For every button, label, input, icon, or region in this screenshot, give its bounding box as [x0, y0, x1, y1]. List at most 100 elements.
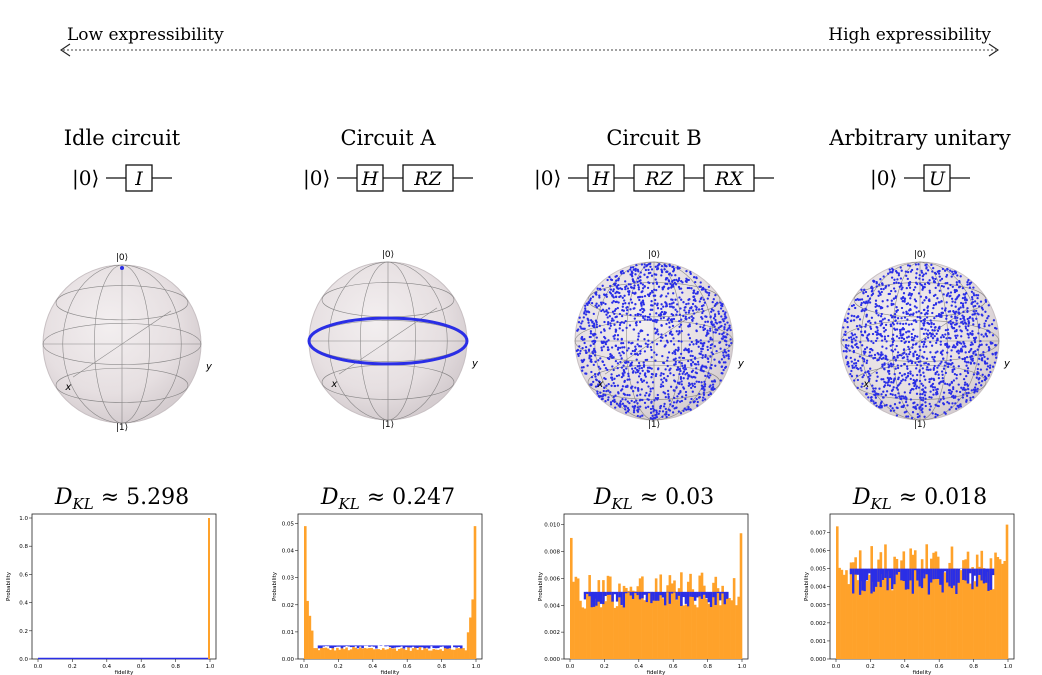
state-point — [598, 294, 601, 297]
state-point — [883, 317, 886, 320]
histogram-bar — [329, 650, 332, 659]
state-point — [624, 286, 627, 289]
state-point — [965, 392, 968, 395]
state-point — [617, 301, 620, 304]
state-point — [938, 275, 941, 278]
haar-bar — [863, 568, 867, 592]
histogram-bar — [379, 649, 383, 659]
state-point — [655, 312, 658, 315]
state-point — [954, 315, 957, 318]
state-point — [641, 299, 645, 302]
state-point — [659, 406, 662, 410]
state-point — [878, 387, 881, 390]
state-point — [623, 404, 626, 407]
histogram-bar — [597, 580, 601, 659]
histogram-bar — [588, 575, 591, 659]
state-point — [644, 315, 647, 318]
state-point — [972, 395, 975, 399]
state-point — [923, 283, 927, 286]
state-point — [701, 356, 704, 359]
state-point — [612, 296, 615, 299]
state-point — [608, 315, 611, 318]
state-point — [875, 309, 878, 312]
state-point — [881, 318, 885, 321]
state-point — [955, 283, 959, 286]
state-point — [668, 272, 672, 275]
state-point — [607, 320, 610, 324]
state-point — [949, 337, 952, 340]
state-point — [672, 343, 676, 346]
state-point — [639, 282, 643, 285]
state-point — [847, 365, 850, 368]
state-point — [860, 369, 863, 372]
histogram-bar — [333, 650, 337, 659]
state-point — [919, 348, 922, 352]
state-point — [918, 273, 921, 277]
histogram-bar — [957, 570, 961, 659]
x-axis-title: fidelity — [647, 670, 667, 675]
state-point — [887, 272, 890, 275]
state-point — [935, 314, 938, 318]
state-point — [621, 269, 624, 273]
state-point — [964, 325, 967, 328]
state-point — [597, 304, 600, 307]
ket-one-pole-label: |1⟩ — [648, 420, 660, 430]
histogram-bars — [836, 524, 1009, 659]
y-ticks: 0.00.20.40.60.81.0 — [19, 516, 32, 663]
haar-bar — [338, 645, 341, 647]
state-point — [612, 299, 615, 303]
state-point — [632, 287, 636, 290]
haar-bar — [705, 591, 708, 599]
state-point — [908, 391, 912, 394]
state-point — [849, 336, 853, 339]
state-point — [940, 284, 944, 288]
haar-bar — [861, 568, 864, 591]
state-point — [609, 278, 613, 281]
state-point — [595, 306, 599, 309]
state-point — [663, 311, 666, 314]
state-point — [623, 346, 626, 349]
state-point — [670, 284, 674, 287]
histogram-bar — [462, 648, 465, 659]
state-point — [869, 347, 872, 351]
state-point — [976, 296, 979, 300]
state-point — [672, 317, 676, 321]
state-point — [884, 323, 888, 327]
state-point — [692, 317, 695, 320]
state-point — [647, 385, 650, 388]
histogram-bars — [38, 518, 210, 660]
state-point — [910, 338, 914, 342]
state-point — [635, 263, 638, 267]
state-point — [622, 271, 625, 275]
histogram-bar — [996, 556, 1000, 659]
state-point — [865, 313, 868, 316]
state-point — [894, 367, 897, 370]
state-point — [667, 287, 670, 290]
state-point — [644, 358, 647, 362]
state-point — [949, 319, 952, 323]
haar-bar — [443, 645, 447, 649]
state-point — [628, 401, 631, 405]
haar-bar — [852, 568, 855, 594]
histogram-bar — [847, 584, 851, 659]
haar-bar — [854, 568, 857, 575]
state-point — [678, 296, 681, 299]
state-point — [685, 302, 688, 306]
haar-bar — [991, 568, 995, 576]
state-point — [844, 346, 848, 349]
state-point — [923, 350, 926, 354]
haar-bar — [870, 568, 873, 594]
state-point — [670, 305, 673, 308]
y-axis-title: Probability — [272, 571, 278, 601]
state-point — [965, 400, 968, 403]
histogram-bar — [709, 601, 713, 659]
state-point — [924, 264, 927, 267]
state-point — [618, 323, 622, 327]
state-point — [676, 310, 679, 313]
state-point — [643, 266, 646, 269]
state-point — [662, 372, 665, 376]
state-point — [906, 404, 909, 407]
haar-bar — [368, 645, 371, 647]
state-point — [900, 316, 903, 320]
state-point — [616, 306, 619, 310]
